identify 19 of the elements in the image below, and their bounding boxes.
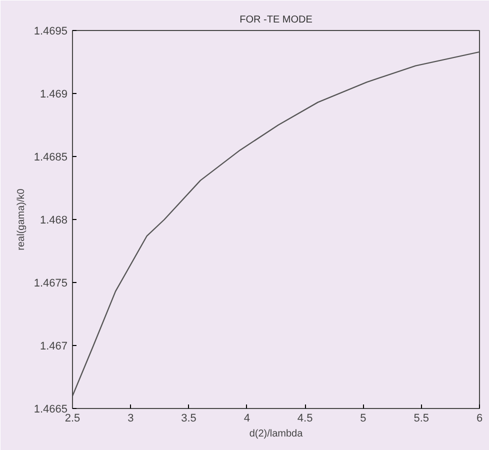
y-tick-label: 1.469 (40, 88, 68, 100)
x-axis-title: d(2)/lambda (249, 428, 304, 440)
x-tick-label: 3.5 (181, 412, 196, 424)
chart-title: FOR -TE MODE (240, 14, 313, 26)
y-axis-title: real(gama)/k0 (16, 188, 27, 250)
x-tick-label: 6 (476, 412, 483, 424)
x-tick-label: 2.5 (64, 412, 80, 424)
x-tick-label: 4 (244, 412, 250, 424)
x-tick-label: 4.5 (297, 412, 313, 424)
y-tick-label: 1.468 (40, 214, 68, 226)
line-series (72, 51, 480, 396)
y-tick-label: 1.4685 (34, 152, 68, 164)
y-tick-label: 1.4695 (34, 26, 68, 38)
y-tick-label: 1.4675 (34, 278, 68, 290)
y-tick-label: 1.4665 (34, 404, 68, 416)
x-tick-label: 5 (360, 412, 366, 424)
x-tick-label: 5.5 (414, 412, 430, 424)
x-tick-label: 3 (128, 412, 134, 424)
y-tick-label: 1.467 (40, 340, 68, 352)
